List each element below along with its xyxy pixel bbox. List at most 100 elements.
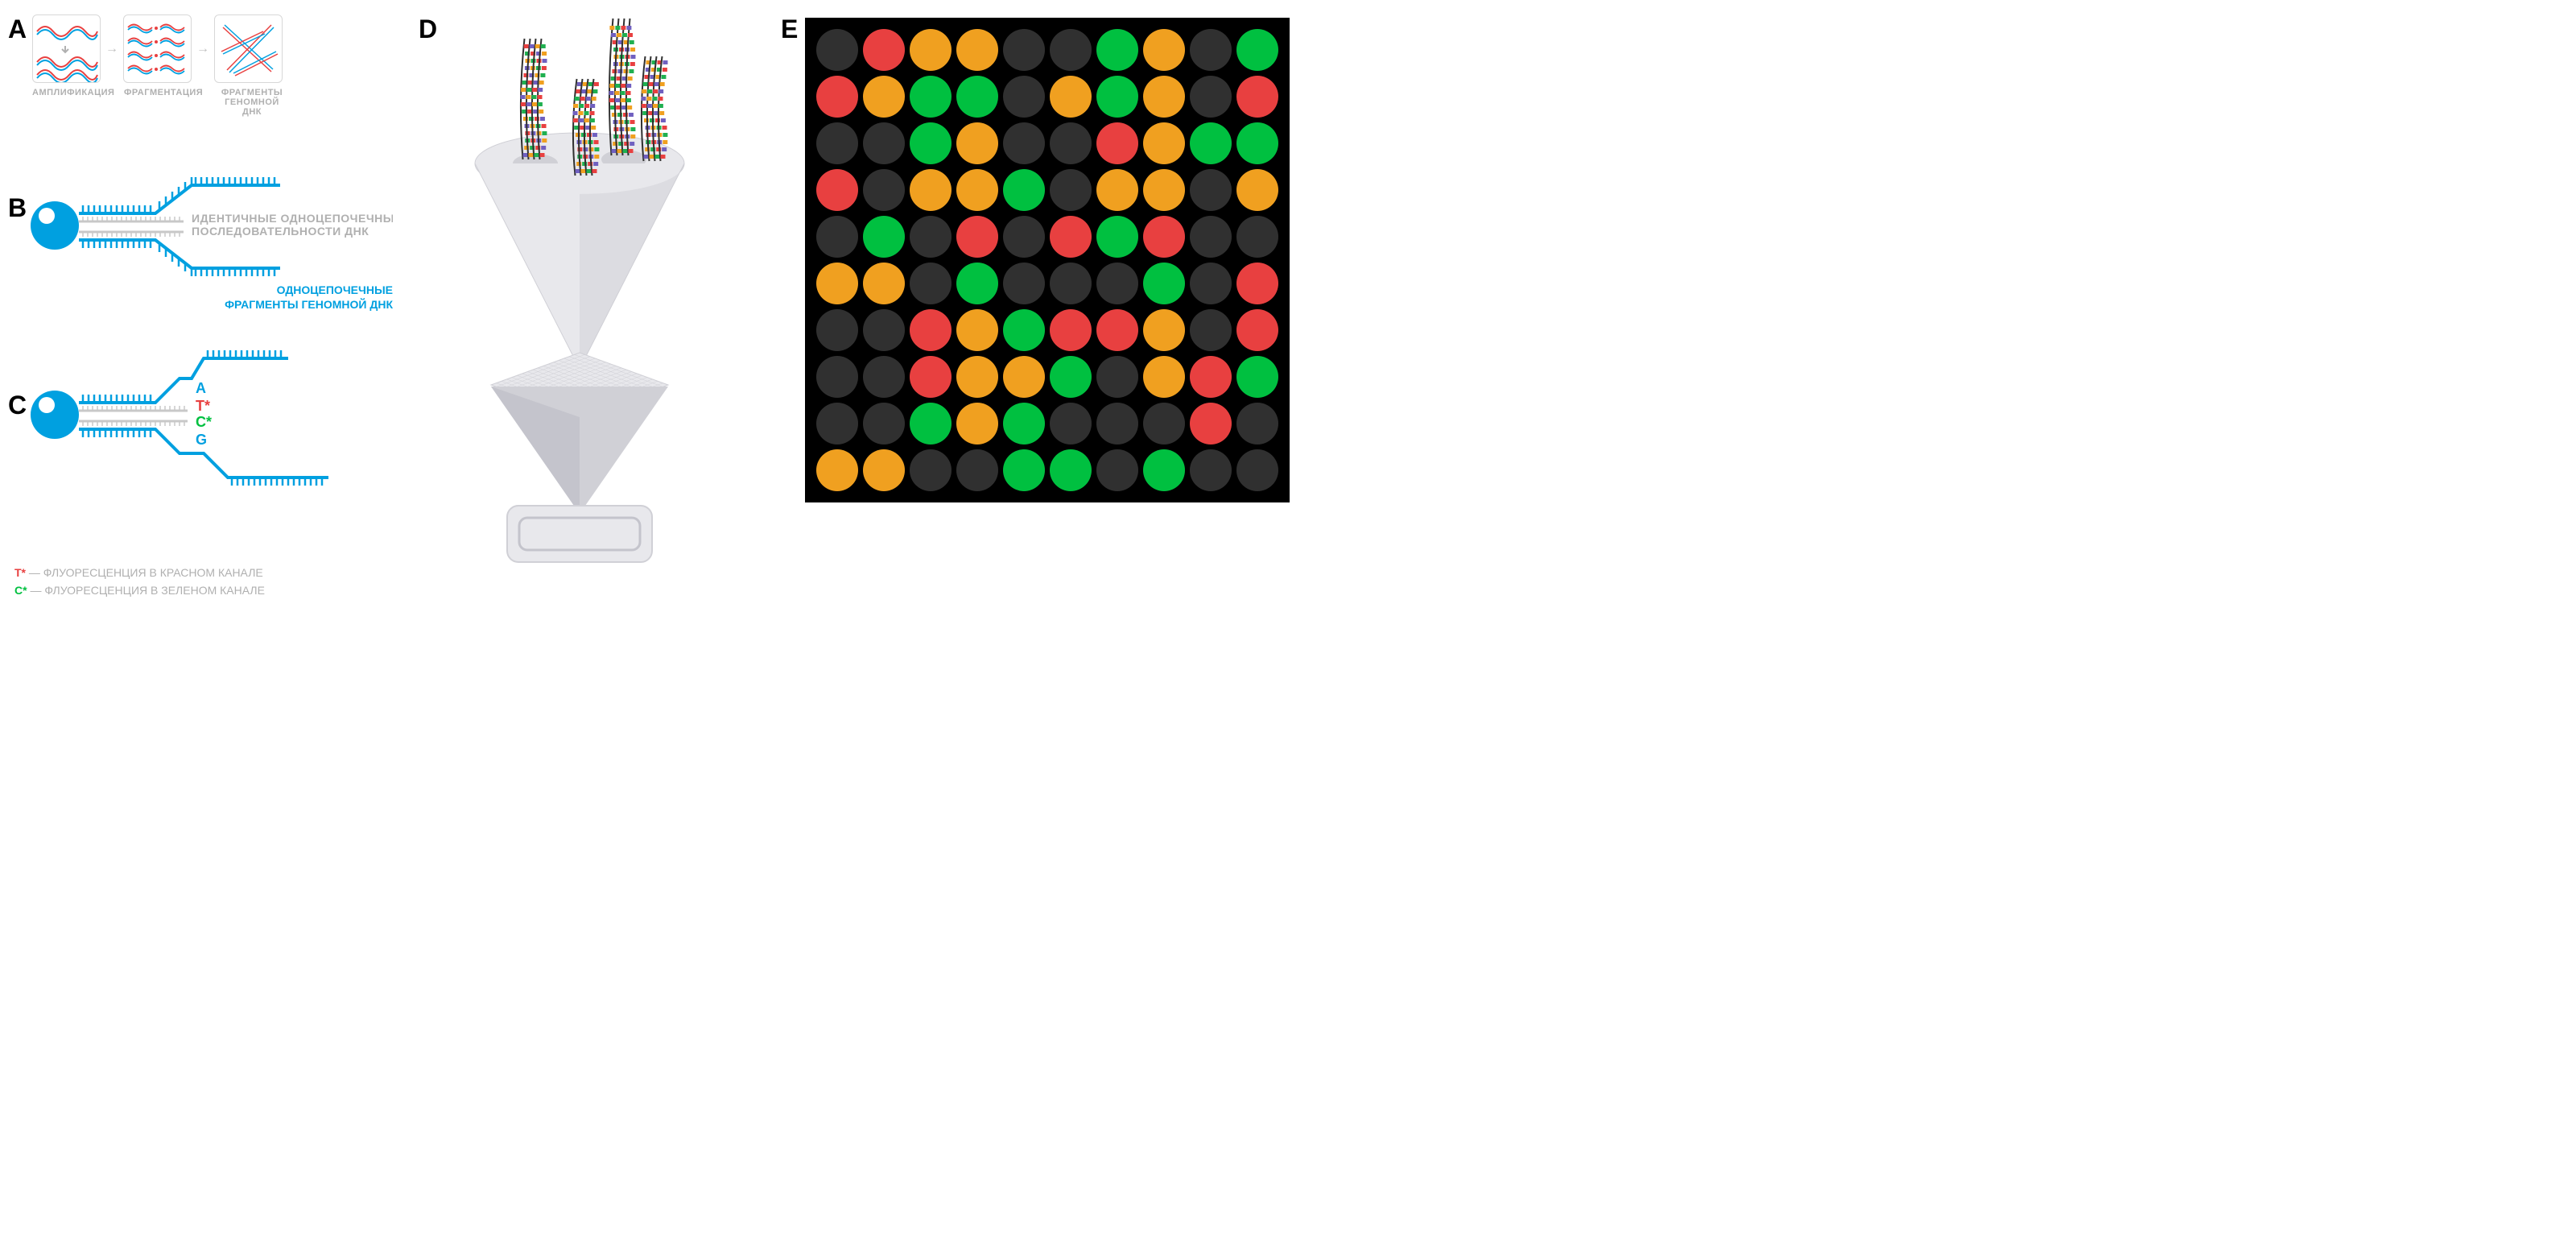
array-dot (1190, 263, 1232, 304)
array-dot (1236, 122, 1278, 164)
panel-label-a: A (8, 14, 27, 44)
array-dot (1143, 449, 1185, 491)
array-dot (1143, 76, 1185, 118)
array-dot (863, 403, 905, 444)
array-dot (1003, 122, 1045, 164)
array-dot (1236, 29, 1278, 71)
fluorescence-array (805, 18, 1290, 502)
array-dot (1143, 263, 1185, 304)
array-dot (956, 309, 998, 351)
label-ss2: ФРАГМЕНТЫ ГЕНОМНОЙ ДНК (225, 297, 393, 311)
array-dot (956, 29, 998, 71)
array-dot (1050, 169, 1092, 211)
array-dot (1003, 216, 1045, 258)
array-dot (1096, 29, 1138, 71)
array-dot (910, 356, 952, 398)
array-dot (1190, 169, 1232, 211)
caption-fragments: ФРАГМЕНТЫ ГЕНОМНОЙ ДНК (216, 88, 288, 117)
array-dot (863, 216, 905, 258)
panel-a-steps: → → (32, 14, 288, 83)
array-dot (1050, 356, 1092, 398)
instrument-icon (419, 14, 724, 594)
array-dot (1003, 263, 1045, 304)
array-dot (1096, 449, 1138, 491)
array-dot (1050, 263, 1092, 304)
arrow-icon: → (105, 42, 118, 56)
array-dot (1190, 309, 1232, 351)
array-dot (1050, 216, 1092, 258)
array-dot (910, 309, 952, 351)
base-g: G (196, 432, 207, 448)
array-dot (1003, 403, 1045, 444)
array-dot (956, 356, 998, 398)
array-dot (910, 122, 952, 164)
array-dot (863, 76, 905, 118)
arrow-icon: → (196, 42, 209, 56)
array-dot (1190, 122, 1232, 164)
array-dot (863, 263, 905, 304)
array-dot (1236, 403, 1278, 444)
array-dot (910, 403, 952, 444)
probe-strands-c: A T* C* G (31, 346, 401, 499)
step-amplification (32, 14, 101, 83)
caption-fragmentation: ФРАГМЕНТАЦИЯ (124, 88, 196, 117)
array-dot (1143, 122, 1185, 164)
array-dot (816, 169, 858, 211)
array-dot (1236, 169, 1278, 211)
array-dot (1190, 403, 1232, 444)
array-dot (956, 216, 998, 258)
array-dot (910, 169, 952, 211)
array-dot (1003, 29, 1045, 71)
array-dot (816, 263, 858, 304)
array-dot (956, 169, 998, 211)
label-identical: ИДЕНТИЧНЫЕ ОДНОЦЕПОЧЕЧНЫЕ (192, 212, 393, 225)
array-dot (1003, 169, 1045, 211)
array-dot (910, 216, 952, 258)
label-sequences: ПОСЛЕДОВАТЕЛЬНОСТИ ДНК (192, 225, 369, 238)
legend-t-desc: — ФЛУОРЕСЦЕНЦИЯ В КРАСНОМ КАНАЛЕ (29, 566, 263, 579)
array-dot (816, 122, 858, 164)
array-dot (1236, 356, 1278, 398)
array-dot (816, 356, 858, 398)
array-dot (1236, 76, 1278, 118)
array-dot (1190, 216, 1232, 258)
dna-fragmentation-icon (124, 15, 192, 83)
array-dot (1190, 76, 1232, 118)
array-dot (863, 29, 905, 71)
array-dot (1096, 403, 1138, 444)
array-dot (1236, 449, 1278, 491)
array-dot (1096, 356, 1138, 398)
array-dot (1096, 263, 1138, 304)
array-dot (1050, 309, 1092, 351)
dna-amplification-icon (33, 15, 101, 83)
array-dot (956, 263, 998, 304)
base-c: C* (196, 414, 212, 430)
array-dot (863, 122, 905, 164)
array-dot (1003, 449, 1045, 491)
probe-strands-b: ИДЕНТИЧНЫЕ ОДНОЦЕПОЧЕЧНЫЕ ПОСЛЕДОВАТЕЛЬН… (31, 169, 393, 314)
array-dot (863, 169, 905, 211)
caption-amplification: АМПЛИФИКАЦИЯ (32, 88, 105, 117)
panel-label-c: C (8, 391, 27, 420)
legend-c: C* (14, 584, 27, 597)
array-dot (1050, 29, 1092, 71)
array-dot (1143, 216, 1185, 258)
array-dot (1143, 309, 1185, 351)
array-dot (910, 263, 952, 304)
array-dot (1096, 122, 1138, 164)
array-dot (1003, 76, 1045, 118)
array-dot (1236, 309, 1278, 351)
legend-t: T* (14, 566, 26, 579)
array-dot (1236, 216, 1278, 258)
array-dot (816, 76, 858, 118)
dna-fragments-icon (215, 15, 283, 83)
array-dot (910, 29, 952, 71)
array-dot (910, 449, 952, 491)
array-dot (1096, 216, 1138, 258)
step-fragments (214, 14, 283, 83)
array-dot (1050, 76, 1092, 118)
array-dot (863, 356, 905, 398)
array-dot (1143, 356, 1185, 398)
array-dot (1190, 449, 1232, 491)
array-dot (816, 29, 858, 71)
